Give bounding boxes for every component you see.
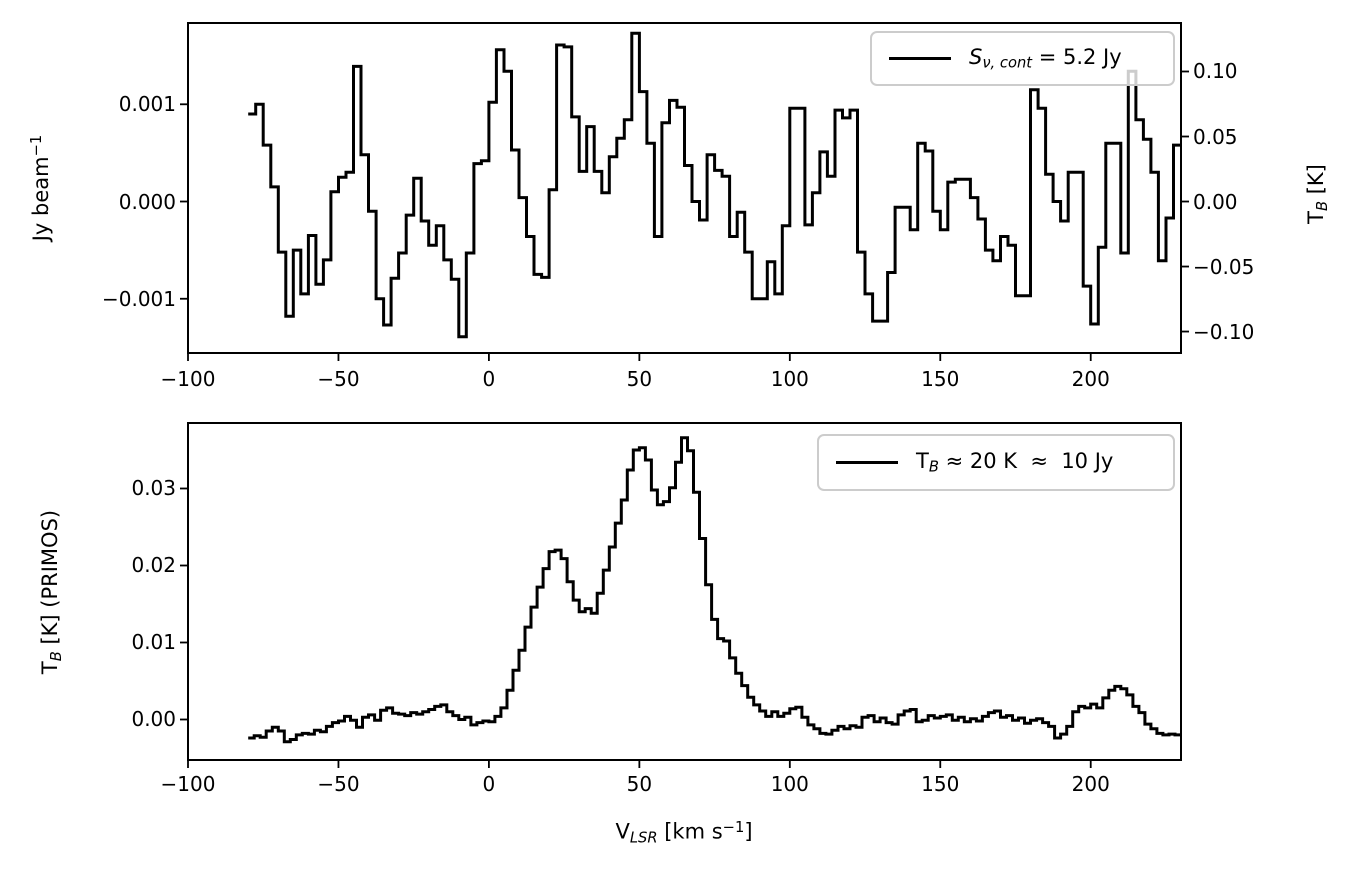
label-segment: LSR: [629, 829, 658, 847]
bottom-panel-xtick-label: 150: [921, 772, 960, 796]
legend-line-sample: [836, 461, 898, 464]
bottom-panel-ytick-label-left: 0.01: [131, 630, 176, 655]
top-panel-spectrum-line: [248, 31, 1181, 339]
top-panel-axes-frame: [187, 22, 1182, 354]
label-segment: Jy beam: [28, 156, 53, 242]
top-panel-ytick-label-right: 0.05: [1193, 124, 1238, 149]
label-segment: [km s: [657, 819, 723, 844]
label-segment: T: [38, 661, 63, 675]
top-panel-ylabel-left: Jy beam−1: [28, 135, 54, 242]
label-segment: T: [916, 449, 929, 474]
label-segment: B: [928, 458, 939, 476]
label-segment: B: [48, 651, 66, 662]
top-panel-ytick-label-left: −0.001: [101, 286, 176, 311]
bottom-panel-xtick-label: 200: [1071, 772, 1110, 796]
bottom-panel-ytick-label-left: 0.02: [131, 553, 176, 578]
label-segment: ν, cont: [982, 54, 1033, 72]
top-panel-xtick-label: −50: [317, 367, 360, 391]
bottom-panel-xtick-label: −100: [160, 772, 216, 796]
label-segment: [K]: [1304, 164, 1329, 201]
label-segment: [K] (PRIMOS): [38, 509, 63, 652]
label-segment: V: [615, 819, 630, 844]
bottom-panel-xtick-label: 0: [482, 772, 496, 796]
top-panel-xtick-label: 100: [770, 367, 809, 391]
bottom-panel-axes-frame: [187, 422, 1182, 761]
label-segment: ≈ 20 K ≈ 10 Jy: [938, 449, 1114, 474]
top-panel-xtick-label: 200: [1071, 367, 1110, 391]
label-segment: S: [969, 45, 983, 70]
label-segment: −1: [28, 134, 46, 157]
bottom-panel-xtick-label: 50: [626, 772, 653, 796]
bottom-panel-ytick-label-left: 0.03: [131, 476, 176, 501]
top-panel-ytick-label-right: 0.10: [1193, 59, 1238, 84]
top-panel-xtick-label: 50: [626, 367, 653, 391]
top-panel-xtick-label: −100: [160, 367, 216, 391]
top-panel-ytick-label-right: 0.00: [1193, 189, 1238, 214]
top-panel-ytick-label-left: 0.001: [118, 92, 176, 117]
top-panel-xtick-label: 0: [482, 367, 496, 391]
bottom-panel-spectrum-line: [248, 436, 1181, 744]
x-axis-label: VLSR [km s−1]: [615, 819, 752, 847]
top-panel-xtick-label: 150: [921, 367, 960, 391]
bottom-panel-legend: TB ≈ 20 K ≈ 10 Jy: [817, 434, 1175, 491]
label-segment: B: [1314, 200, 1332, 212]
label-segment: T: [1304, 211, 1329, 224]
top-panel-ytick-label-left: 0.000: [118, 189, 176, 214]
legend-label-primos: TB ≈ 20 K ≈ 10 Jy: [916, 449, 1113, 476]
label-segment: = 5.2 Jy: [1032, 45, 1122, 70]
top-panel-ylabel-right: TB [K]: [1304, 164, 1332, 224]
bottom-panel-ytick-label-left: 0.00: [131, 707, 176, 732]
legend-label-continuum: Sν, cont = 5.2 Jy: [969, 45, 1122, 72]
bottom-panel-xtick-label: −50: [317, 772, 360, 796]
top-panel-ytick-label-right: −0.05: [1193, 254, 1255, 279]
bottom-panel-ylabel-left: TB [K] (PRIMOS): [38, 510, 66, 674]
bottom-panel-xtick-label: 100: [770, 772, 809, 796]
label-segment: ]: [744, 819, 753, 844]
label-segment: −1: [722, 818, 745, 836]
legend-line-sample: [889, 57, 951, 60]
top-panel-ytick-label-right: −0.10: [1193, 319, 1255, 344]
top-panel-legend: Sν, cont = 5.2 Jy: [870, 31, 1175, 86]
